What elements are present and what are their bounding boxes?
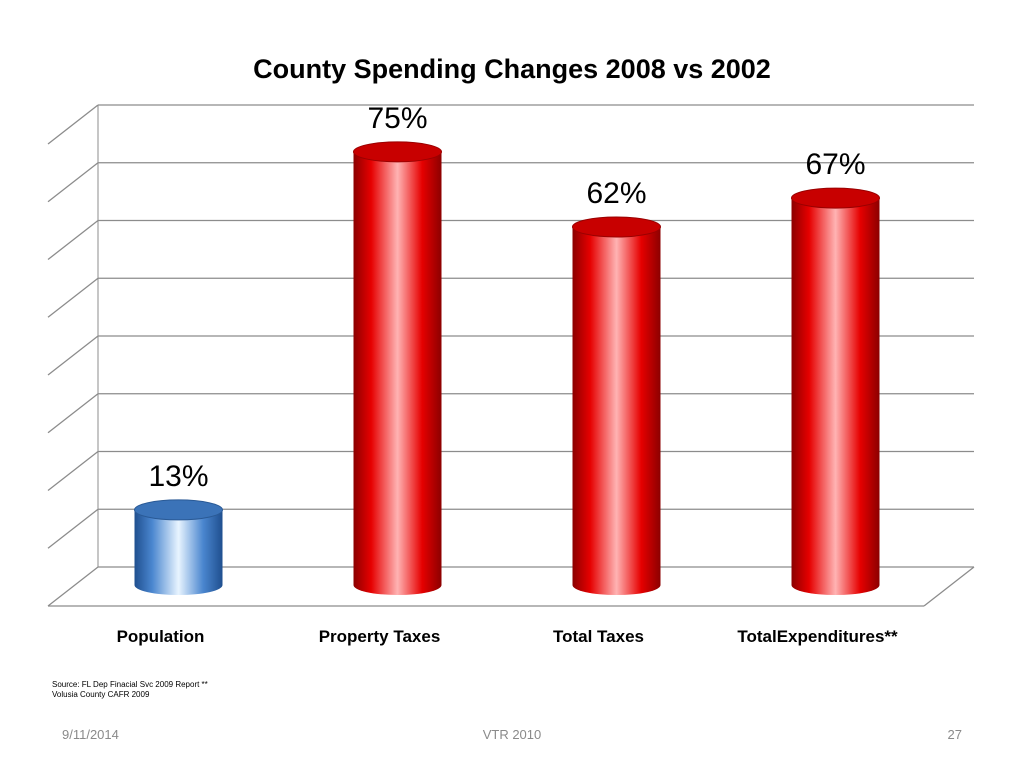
- bar-body: [791, 198, 880, 595]
- gridline-depth: [47, 104, 99, 145]
- footer-date: 9/11/2014: [62, 727, 119, 742]
- gridline-depth: [47, 162, 99, 203]
- bars: [134, 141, 880, 595]
- source-line-2: Volusia County CAFR 2009: [52, 690, 150, 699]
- footer-center-text: VTR 2010: [482, 727, 542, 742]
- gridline-depth: [47, 335, 99, 376]
- bar-body: [353, 151, 442, 595]
- floor-right-edge: [923, 566, 975, 607]
- gridline-depth: [47, 566, 99, 607]
- bar-body: [134, 509, 223, 595]
- chart: County Spending Changes 2008 vs 2002 13%…: [47, 54, 975, 646]
- bar: [791, 187, 880, 595]
- source-line-1: Source: FL Dep Finacial Svc 2009 Report …: [52, 680, 208, 689]
- bar-top-cap: [791, 187, 880, 209]
- gridline-depth: [47, 393, 99, 434]
- category-labels: Population Property Taxes Total Taxes Total…: [117, 627, 898, 646]
- category-label: TotalExpenditures**: [737, 627, 898, 646]
- data-label: 75%: [367, 102, 427, 135]
- bar: [572, 216, 661, 595]
- footer-page-number: 27: [947, 727, 962, 742]
- data-label: 13%: [148, 460, 208, 493]
- bar-top-cap: [353, 141, 442, 163]
- gridline-depth: [47, 450, 99, 492]
- bar-body: [572, 226, 661, 595]
- gridline-depth: [47, 219, 99, 261]
- value-labels: 13% 75% 62% 67%: [148, 102, 865, 493]
- source-note: Source: FL Dep Finacial Svc 2009 Report …: [52, 680, 252, 700]
- category-label: Total Taxes: [553, 627, 644, 646]
- gridline-depth: [47, 508, 99, 549]
- bar: [134, 499, 223, 595]
- data-label: 62%: [586, 177, 646, 210]
- category-label: Population: [117, 627, 205, 646]
- category-label: Property Taxes: [319, 627, 441, 646]
- data-label: 67%: [805, 148, 865, 181]
- chart-title: County Spending Changes 2008 vs 2002: [253, 54, 771, 84]
- bar-top-cap: [134, 499, 223, 521]
- bar-top-cap: [572, 216, 661, 238]
- bar: [353, 141, 442, 595]
- gridline-depth: [47, 277, 99, 318]
